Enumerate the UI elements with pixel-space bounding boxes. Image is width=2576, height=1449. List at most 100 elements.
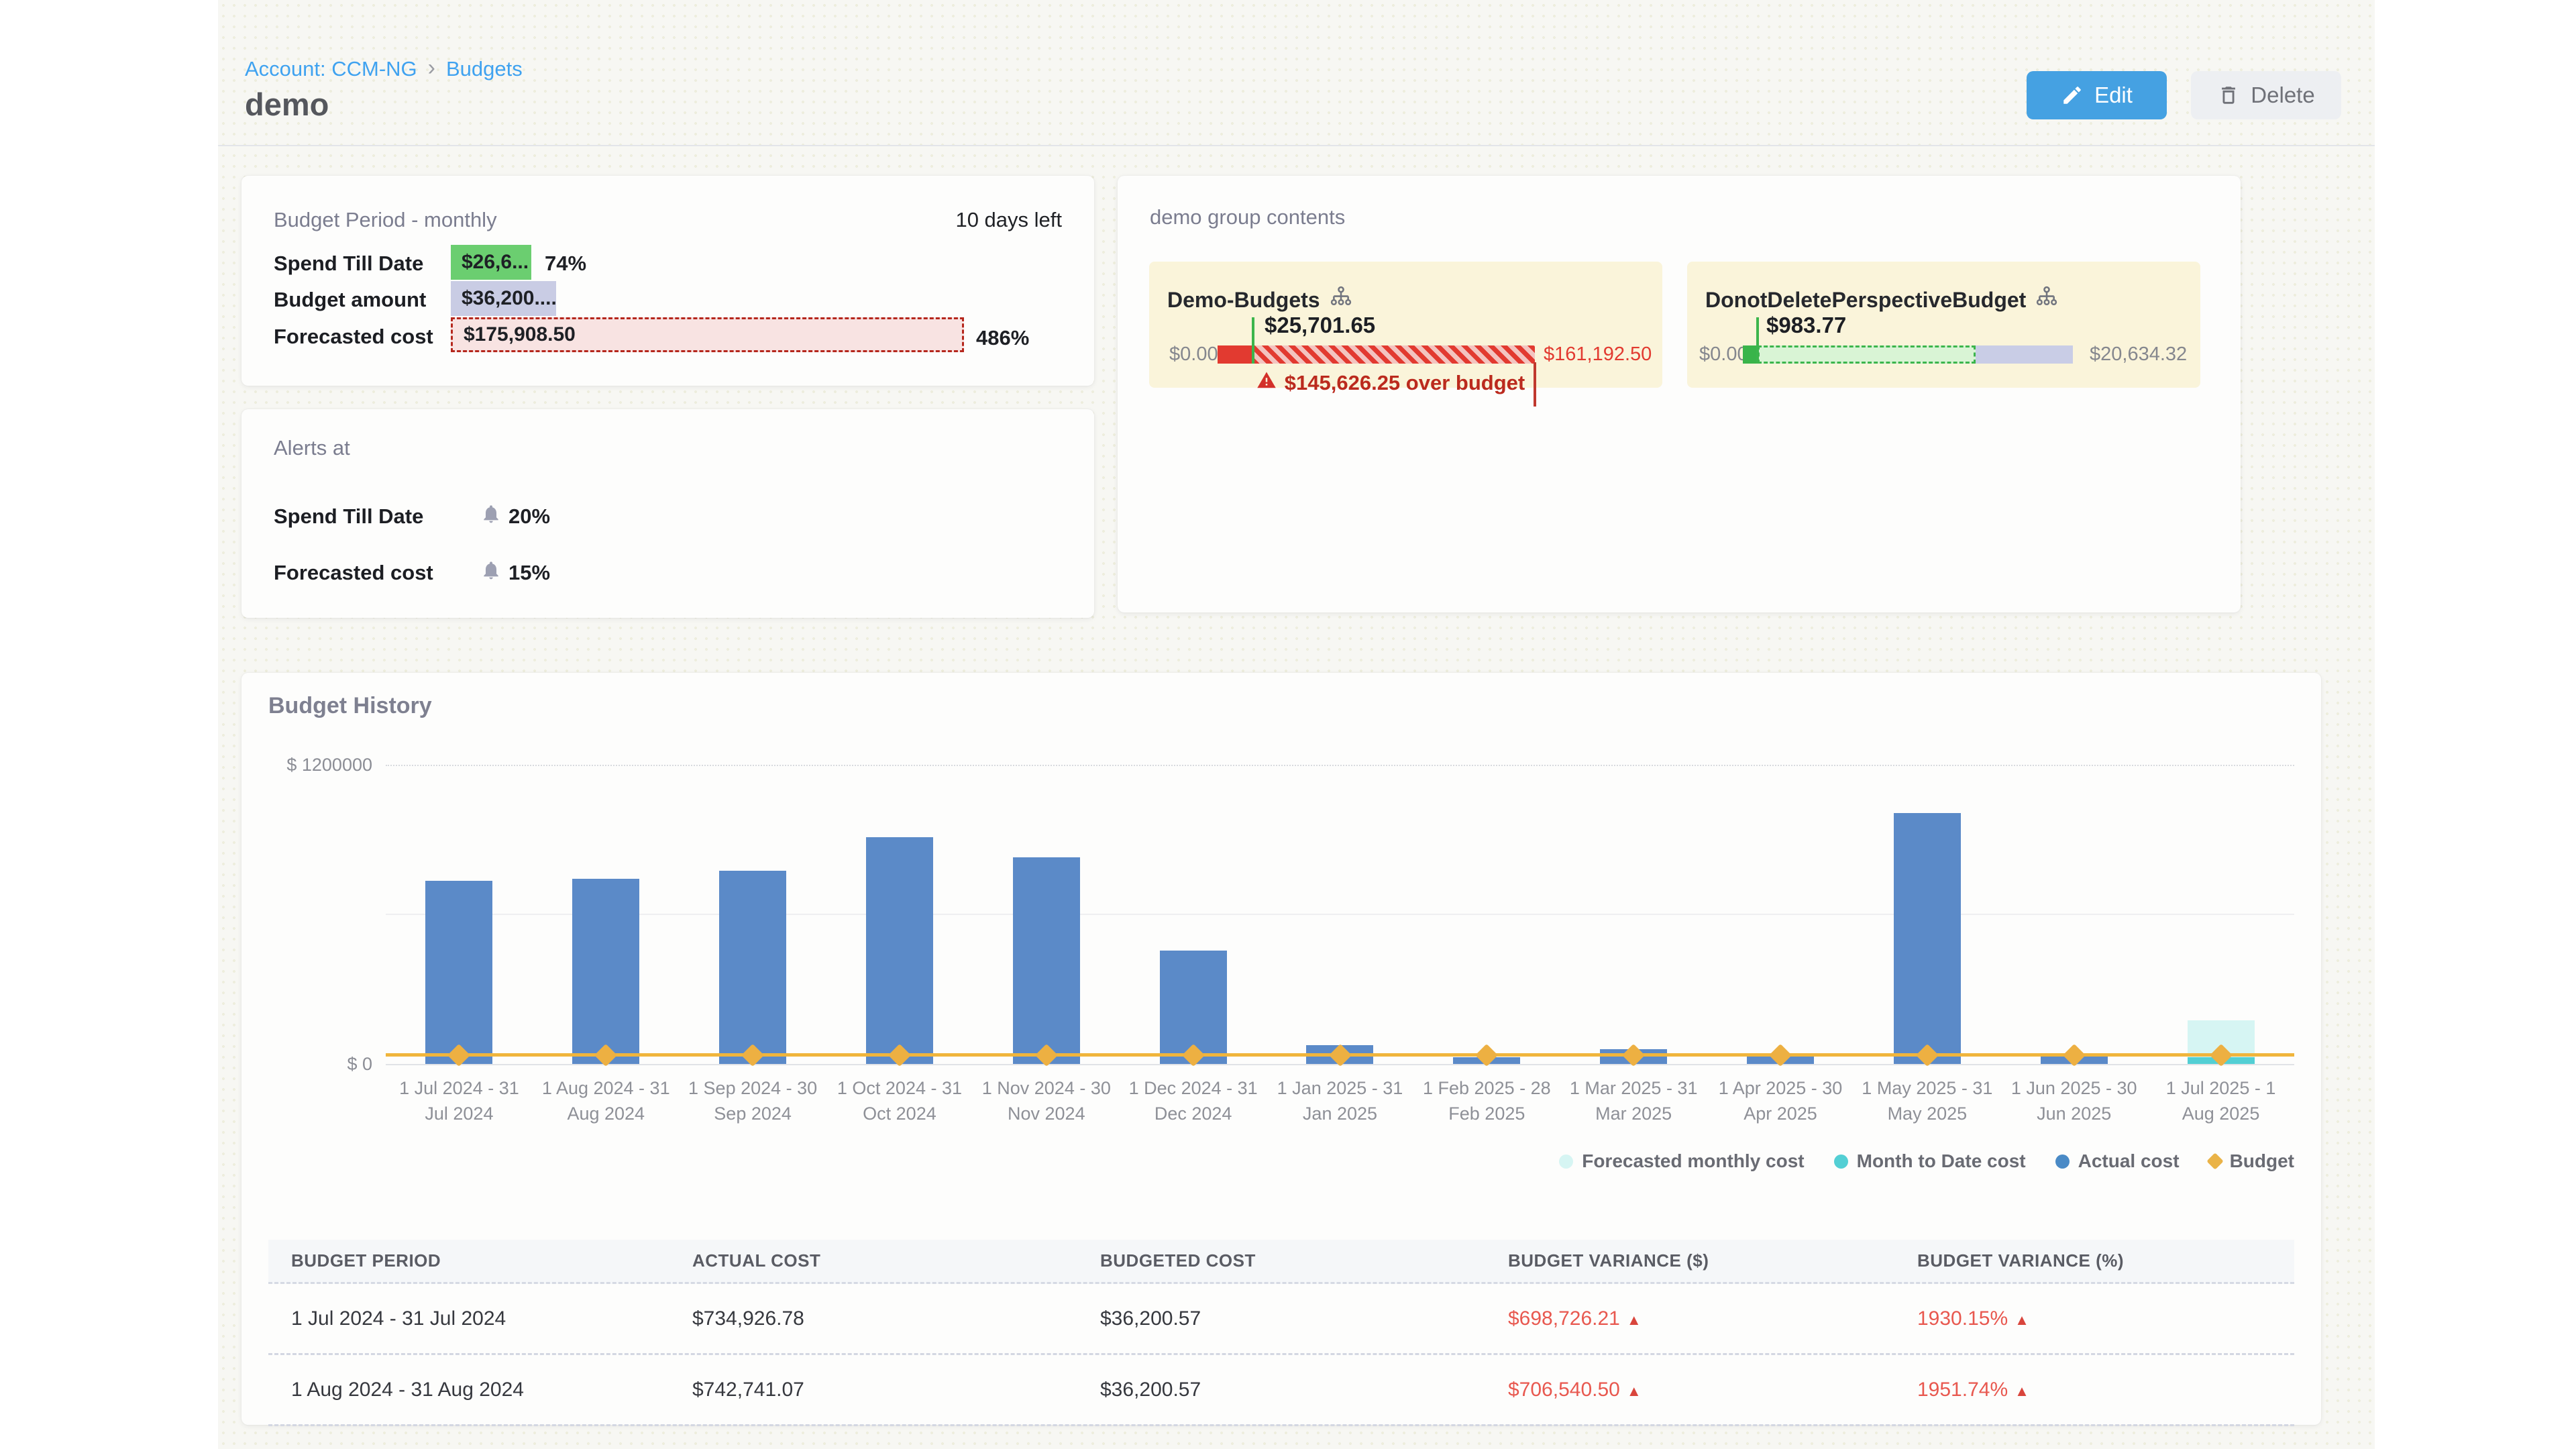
chart-category-2 <box>533 766 680 1064</box>
chart-category-12 <box>2000 766 2147 1064</box>
x-axis-tick: 1 Mar 2025 - 31 Mar 2025 <box>1569 1078 1698 1124</box>
budget-usage-bar <box>1218 345 1535 364</box>
chart-category-1 <box>386 766 533 1064</box>
chart-category-4 <box>826 766 973 1064</box>
actual-cost-bar <box>865 837 933 1064</box>
bar-min-label: $0.00 <box>1699 343 1748 365</box>
budget-marker-value: $25,701.65 <box>1265 313 1376 337</box>
table-cell: $734,926.78 <box>692 1307 804 1330</box>
spend-till-date-label: Spend Till Date <box>274 252 424 275</box>
x-axis-tick: 1 Feb 2025 - 28 Feb 2025 <box>1423 1078 1551 1124</box>
breadcrumb-account-link[interactable]: Account: CCM-NG <box>245 57 417 80</box>
table-header-row: BUDGET PERIOD ACTUAL COST BUDGETED COST BUD… <box>268 1240 2294 1284</box>
forecasted-cost-percent: 486% <box>976 326 1030 350</box>
y-axis-tick-zero: $ 0 <box>347 1054 372 1074</box>
bell-icon <box>480 503 502 528</box>
alerts-card-title: Alerts at <box>274 436 350 460</box>
budget-history-table: BUDGET PERIOD ACTUAL COST BUDGETED COST BUD… <box>268 1240 2294 1426</box>
page-title: demo <box>245 87 329 122</box>
budget-history-card: Budget History $ 1200000 $ 0 1 Jul 2024 … <box>241 673 2321 1426</box>
table-cell: $36,200.57 <box>1100 1378 1201 1401</box>
circle-marker-icon <box>1559 1154 1574 1169</box>
delete-button[interactable]: Delete <box>2191 71 2341 119</box>
budget-marker-line <box>1756 317 1759 364</box>
bar-max-label: $20,634.32 <box>2090 343 2188 365</box>
budget-tile-donotdelete[interactable]: DonotDeletePerspectiveBudget $983.77 $0.… <box>1687 262 2200 388</box>
legend-label: Month to Date cost <box>1856 1150 2026 1171</box>
alert-spend-till-date-value: 20% <box>508 504 551 528</box>
budget-tile-name: DonotDeletePerspectiveBudget <box>1705 287 2027 312</box>
budget-marker-line <box>1252 317 1254 364</box>
edit-button[interactable]: Edit <box>2027 71 2167 119</box>
x-axis-tick: 1 Jul 2024 - 31 Jul 2024 <box>399 1078 519 1124</box>
legend-label: Budget <box>2229 1150 2294 1171</box>
table-header-cell: BUDGETED COST <box>1100 1250 1256 1271</box>
table-cell: $706,540.50 ▲ <box>1508 1378 1642 1401</box>
legend-label: Forecasted monthly cost <box>1582 1150 1805 1171</box>
x-axis-tick: 1 Sep 2024 - 30 Sep 2024 <box>688 1078 818 1124</box>
budget-history-title: Budget History <box>268 693 432 718</box>
budget-usage-bar <box>1743 345 2073 364</box>
group-contents-card: demo group contents Demo-Budgets $25,701… <box>1118 176 2241 612</box>
actual-cost-bar <box>572 879 640 1064</box>
table-row: 1 Aug 2024 - 31 Aug 2024 $742,741.07 $36,2… <box>268 1355 2294 1426</box>
chart-category-10 <box>1707 766 1854 1064</box>
budget-period-card: Budget Period - monthly 10 days left Spe… <box>241 176 1094 386</box>
circle-marker-icon <box>1833 1154 1848 1169</box>
alert-forecasted-cost-value: 15% <box>508 561 551 584</box>
variance-up-icon: ▲ <box>2015 1311 2029 1328</box>
edit-button-label: Edit <box>2094 83 2133 107</box>
table-cell: 1 Aug 2024 - 31 Aug 2024 <box>291 1378 524 1401</box>
hierarchy-icon <box>1330 286 1352 314</box>
legend-item-month-to-date-cost[interactable]: Month to Date cost <box>1833 1150 2026 1172</box>
spend-till-date-bar: $26,6... <box>451 245 531 280</box>
x-axis-labels: 1 Jul 2024 - 31 Jul 2024 1 Aug 2024 - 31 Au… <box>386 1075 2294 1126</box>
x-axis-tick: 1 Aug 2024 - 31 Aug 2024 <box>541 1078 670 1124</box>
legend-item-budget[interactable]: Budget <box>2206 1150 2294 1172</box>
actual-cost-bar <box>1893 813 1961 1064</box>
warning-icon <box>1256 370 1277 396</box>
table-header-cell: BUDGET VARIANCE (%) <box>1917 1250 2125 1271</box>
budget-tile-name: Demo-Budgets <box>1167 287 1320 312</box>
variance-up-icon: ▲ <box>1626 1311 1642 1328</box>
chart-category-6 <box>1120 766 1267 1064</box>
x-axis-tick: 1 Jul 2025 - 1 Aug 2025 <box>2165 1078 2276 1124</box>
chart-category-11 <box>1854 766 2000 1064</box>
bell-icon <box>480 559 502 584</box>
circle-marker-icon <box>2055 1154 2070 1169</box>
days-left-label: 10 days left <box>955 208 1062 231</box>
trash-icon <box>2217 84 2240 107</box>
x-axis-tick: 1 Jan 2025 - 31 Jan 2025 <box>1277 1078 1403 1124</box>
budget-amount-bar: $36,200.... <box>451 281 557 316</box>
legend-label: Actual cost <box>2078 1150 2180 1171</box>
forecasted-cost-label: Forecasted cost <box>274 325 433 348</box>
budget-amount-label: Budget amount <box>274 288 427 311</box>
pencil-icon <box>2061 84 2084 107</box>
chart-category-5 <box>973 766 1120 1064</box>
x-axis-tick: 1 May 2025 - 31 May 2025 <box>1862 1078 1993 1124</box>
chart-category-7 <box>1267 766 1413 1064</box>
chart-category-9 <box>1560 766 1707 1064</box>
group-contents-title: demo group contents <box>1150 205 1346 229</box>
forecasted-cost-bar: $175,908.50 <box>451 317 964 352</box>
budget-history-chart <box>386 765 2294 1067</box>
breadcrumb-budgets-link[interactable]: Budgets <box>446 57 523 80</box>
budget-tile-demo-budgets[interactable]: Demo-Budgets $25,701.65 $0.00 $161,192.5… <box>1149 262 1662 407</box>
table-cell: 1930.15% ▲ <box>1917 1307 2029 1330</box>
breadcrumb: Account: CCM-NG › Budgets <box>245 56 523 82</box>
chevron-right-icon: › <box>427 55 435 80</box>
diamond-marker-icon <box>2206 1152 2224 1170</box>
spend-till-date-percent: 74% <box>545 252 587 275</box>
alert-forecasted-cost-label: Forecasted cost <box>274 561 433 584</box>
bar-min-label: $0.00 <box>1169 343 1218 365</box>
table-row: 1 Jul 2024 - 31 Jul 2024 $734,926.78 $36,2… <box>268 1284 2294 1355</box>
table-cell: $36,200.57 <box>1100 1307 1201 1330</box>
chart-legend: Forecasted monthly cost Month to Date cos… <box>1559 1150 2294 1172</box>
legend-item-actual-cost[interactable]: Actual cost <box>2055 1150 2180 1172</box>
budget-marker-value: $983.77 <box>1766 313 1847 337</box>
legend-item-forecasted-monthly-cost[interactable]: Forecasted monthly cost <box>1559 1150 1805 1172</box>
alert-spend-till-date-label: Spend Till Date <box>274 504 424 528</box>
overbudget-end-line <box>1534 362 1536 407</box>
table-cell: $742,741.07 <box>692 1378 804 1401</box>
